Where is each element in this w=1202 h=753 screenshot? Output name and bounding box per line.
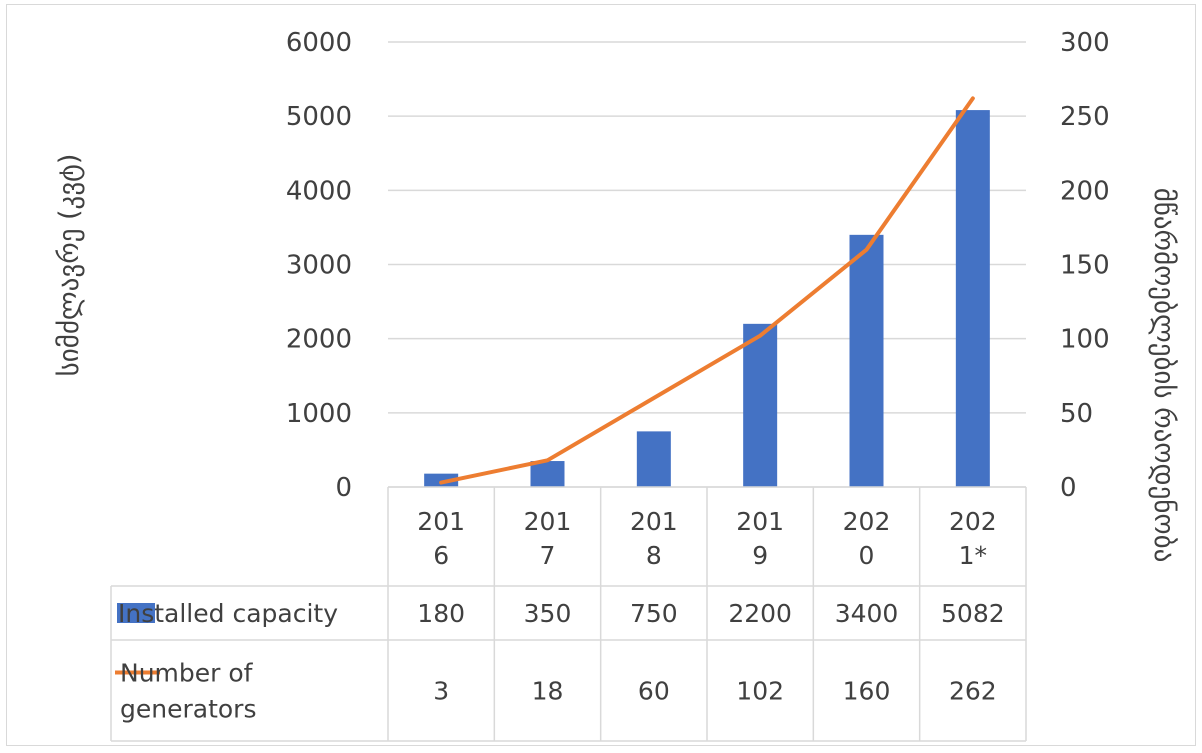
category-label: 201 8 (630, 507, 678, 570)
category-label: 201 7 (524, 507, 572, 570)
category-label: 202 0 (843, 507, 891, 570)
left-tick-label: 1000 (286, 399, 352, 429)
category-label: 201 9 (736, 507, 784, 570)
right-tick-label: 150 (1060, 251, 1110, 281)
table-cell: 5082 (941, 599, 1005, 628)
bars-installed-capacity (424, 110, 990, 488)
data-table: 201 6 201 7 201 8 201 9 202 0 202 1* Installed capac… (110, 486, 1027, 742)
left-tick-label: 3000 (286, 251, 352, 281)
category-label: 201 6 (417, 507, 465, 570)
left-tick-label: 0 (335, 473, 352, 503)
right-tick-label: 0 (1060, 473, 1077, 503)
right-tick-label: 250 (1060, 102, 1110, 132)
table-cell: 750 (630, 599, 678, 628)
table-cell: 3400 (835, 599, 899, 628)
gridlines (388, 41, 1026, 488)
bar-installed-capacity (849, 234, 884, 487)
table-cell: 60 (638, 677, 670, 706)
table-cell: 160 (843, 677, 891, 706)
right-tick-label: 200 (1060, 176, 1110, 206)
legend-swatch-installed-capacity (117, 603, 155, 623)
left-tick-label: 6000 (286, 28, 352, 58)
left-axis-ticks: 0 1000 2000 3000 4000 5000 6000 (286, 28, 352, 503)
right-tick-label: 50 (1060, 399, 1093, 429)
left-tick-label: 4000 (286, 176, 352, 206)
bar-installed-capacity (424, 473, 459, 487)
bar-installed-capacity (636, 431, 671, 487)
legend-label-number-of-generators: Number of generators (120, 659, 256, 724)
table-cell: 262 (949, 677, 997, 706)
right-tick-label: 100 (1060, 325, 1110, 355)
table-cell: 102 (736, 677, 784, 706)
table-cell: 18 (532, 677, 564, 706)
table-cell: 2200 (728, 599, 792, 628)
table-cell: 3 (433, 677, 449, 706)
legend-label-installed-capacity: Installed capacity (118, 599, 338, 628)
line-number-of-generators (439, 96, 975, 485)
bar-installed-capacity (743, 323, 778, 487)
left-axis-title: სიმძლავრე (კვტ) (54, 154, 85, 377)
table-cell: 350 (524, 599, 572, 628)
right-axis-title: მწარმოებლების რაოდენობა (1148, 188, 1179, 563)
right-tick-label: 300 (1060, 28, 1110, 58)
left-tick-label: 2000 (286, 325, 352, 355)
table-cell: 180 (417, 599, 465, 628)
chart-frame (6, 4, 1196, 746)
bar-installed-capacity (530, 461, 565, 487)
bar-installed-capacity (955, 110, 990, 488)
category-label: 202 1* (949, 507, 997, 570)
right-axis-ticks: 0 50 100 150 200 250 300 (1060, 28, 1110, 503)
left-tick-label: 5000 (286, 102, 352, 132)
